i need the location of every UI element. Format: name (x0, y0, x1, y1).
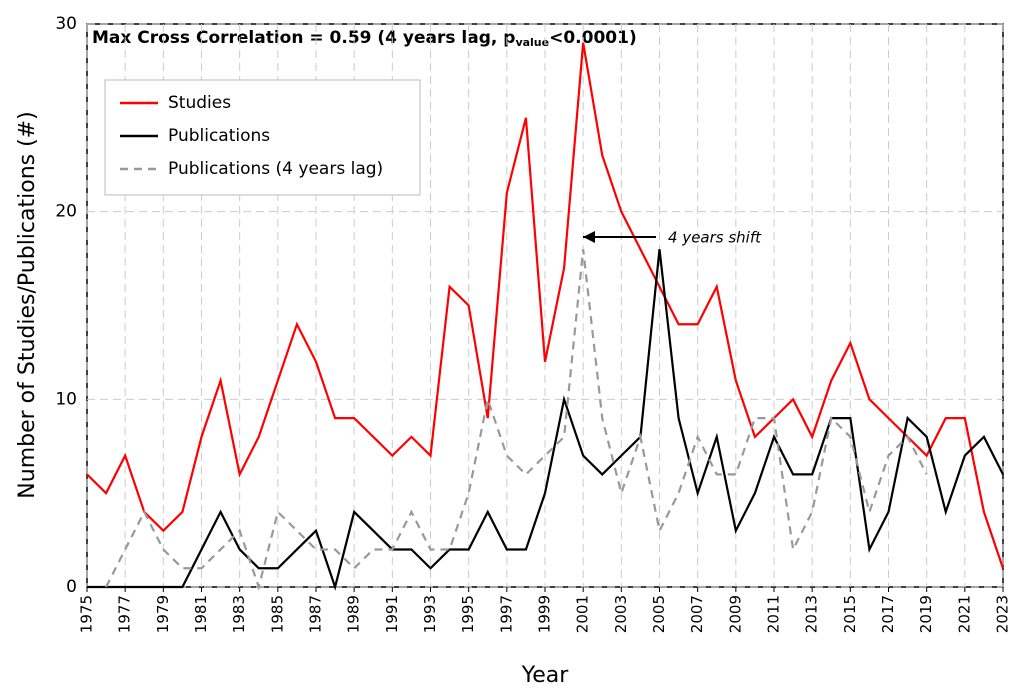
series-line (86, 42, 1005, 569)
annotation-arrowhead (583, 231, 595, 243)
x-tick-label: 2003 (612, 595, 630, 633)
y-tick-label: 10 (55, 389, 77, 409)
x-tick-label: 2005 (650, 595, 668, 633)
chart-title: Max Cross Correlation = 0.59 (4 years la… (92, 28, 637, 49)
x-tick-label: 2009 (726, 595, 744, 633)
x-tick-label: 1999 (536, 595, 554, 633)
x-tick-label: 2019 (917, 595, 935, 633)
legend-box (104, 79, 421, 196)
title-end: <0.0001) (549, 28, 637, 48)
title-subscript: value (515, 36, 549, 49)
x-tick-label: 2013 (803, 595, 821, 633)
x-tick-label: 2001 (574, 595, 592, 633)
y-tick-label: 30 (55, 14, 77, 34)
series-line (87, 249, 1004, 591)
y-axis-label: Number of Studies/Publications (#) (15, 111, 40, 498)
x-tick-label: 1991 (383, 595, 401, 633)
annotation: 4 years shift (668, 229, 762, 247)
x-tick-label: 1975 (78, 595, 96, 633)
x-tick-label: 1987 (307, 595, 325, 633)
legend-label: Publications (168, 126, 270, 146)
series-line (105, 249, 928, 591)
legend-label: Publications (4 years lag) (168, 159, 383, 179)
x-tick-label: 1977 (116, 595, 134, 633)
x-tick-label: 1995 (459, 595, 477, 633)
x-tick-label: 2021 (955, 595, 973, 633)
x-tick-label: 1983 (230, 595, 248, 633)
x-tick-label: 1997 (497, 595, 515, 633)
title-main: Max Cross Correlation = 0.59 (4 years la… (92, 28, 515, 48)
legend-label: Studies (168, 93, 231, 113)
x-tick-label: 2007 (688, 595, 706, 633)
x-tick-label: 1989 (345, 595, 363, 633)
x-axis-label: Year (521, 663, 570, 688)
y-tick-label: 0 (66, 577, 77, 597)
x-tick-label: 1981 (192, 595, 210, 633)
y-tick-label: 20 (55, 202, 77, 222)
x-tick-label: 1979 (154, 595, 172, 633)
x-tick-label: 2017 (879, 595, 897, 633)
x-tick-label: 2011 (765, 595, 783, 633)
x-tick-label: 2023 (994, 595, 1009, 633)
x-tick-label: 1993 (421, 595, 439, 633)
x-tick-label: 2015 (841, 595, 859, 633)
x-tick-label: 1985 (268, 595, 286, 633)
